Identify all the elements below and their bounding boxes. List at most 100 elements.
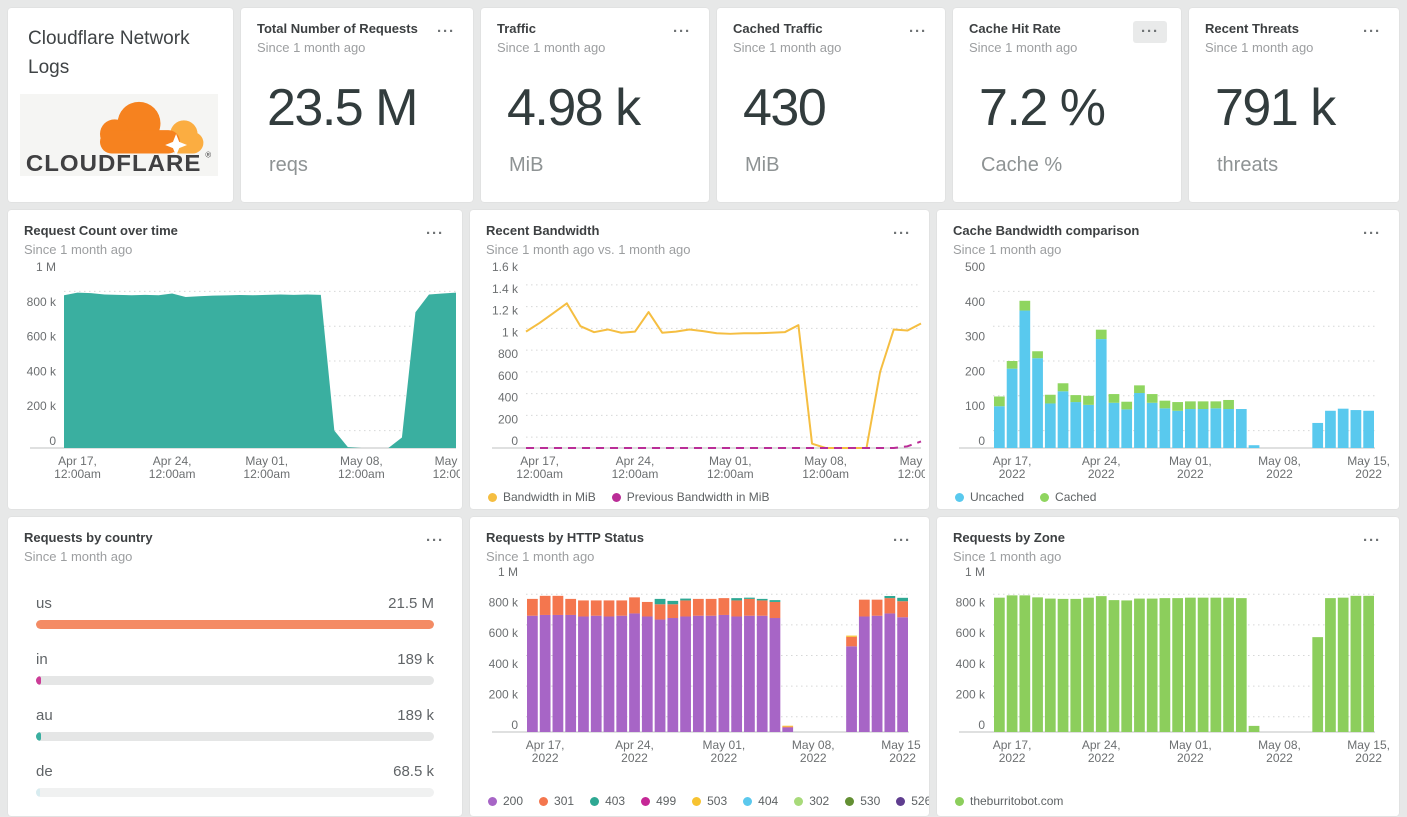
chart-legend: Bandwidth in MiB Previous Bandwidth in Mi… xyxy=(488,490,769,504)
legend-item[interactable]: 200 xyxy=(488,794,523,808)
panel-http-status: Requests by HTTP Status Since 1 month ag… xyxy=(470,517,929,816)
legend-item[interactable]: 404 xyxy=(743,794,778,808)
legend-dot-icon xyxy=(955,796,964,806)
legend-item[interactable]: Cached xyxy=(1040,490,1096,504)
chart-legend: Uncached Cached xyxy=(955,490,1096,504)
svg-text:May 15,2022: May 15, 2022 xyxy=(1347,454,1390,480)
panel-menu-icon[interactable]: ··· xyxy=(909,23,927,40)
stat-value: 430 xyxy=(743,79,827,137)
requests-by-zone-chart[interactable]: 1 M 800 k 600 k 400 k 200 k 0 Apr 17, 2022 Apr 2… xyxy=(947,565,1391,769)
legend-label: 301 xyxy=(554,794,575,808)
panel-menu-icon[interactable]: ··· xyxy=(1363,532,1381,549)
legend-item[interactable]: 530 xyxy=(845,794,880,808)
panel-cache-bandwidth: Cache Bandwidth comparison Since 1 month… xyxy=(937,210,1399,509)
svg-text:May 15,2022: May 15, 2022 xyxy=(881,738,921,765)
svg-text:May 08,2022: May 08, 2022 xyxy=(1258,454,1301,480)
panel-request-count: Request Count over time Since 1 month ag… xyxy=(8,210,462,509)
svg-text:May 08,2022: May 08, 2022 xyxy=(792,738,835,765)
cache-bandwidth-chart[interactable]: 500 400 300 200 100 0 Apr 17, 2022 Apr 24, 2022 Ma… xyxy=(947,260,1391,481)
legend-label: 530 xyxy=(860,794,881,808)
legend-item[interactable]: 526 xyxy=(896,794,929,808)
country-value: 68.5 k xyxy=(393,763,434,780)
svg-text:Apr 17,2022: Apr 17, 2022 xyxy=(993,738,1032,765)
country-label: us xyxy=(36,595,52,612)
country-bar-track xyxy=(36,620,434,629)
svg-text:Apr 24,2022: Apr 24, 2022 xyxy=(1082,454,1121,480)
country-row[interactable]: in 189 k xyxy=(36,651,434,685)
panel-total-requests: Total Number of Requests Since 1 month a… xyxy=(241,8,473,202)
svg-text:1 M: 1 M xyxy=(36,262,56,274)
svg-text:May 08,2022: May 08, 2022 xyxy=(1258,738,1301,765)
legend-label: 200 xyxy=(503,794,524,808)
legend-item[interactable]: theburritobot.com xyxy=(955,794,1063,808)
panel-menu-icon[interactable]: ··· xyxy=(893,532,911,549)
legend-item[interactable]: Uncached xyxy=(955,490,1024,504)
panel-menu-icon[interactable]: ··· xyxy=(426,225,444,242)
request-count-chart[interactable]: 1 M 800 k 600 k 400 k 200 k 0 Apr 17, 12:00am Ap… xyxy=(18,260,462,481)
country-row[interactable]: de 68.5 k xyxy=(36,763,434,797)
panel-title: Request Count over time xyxy=(24,223,178,238)
panel-title: Requests by HTTP Status xyxy=(486,530,644,545)
stat-unit: threats xyxy=(1217,154,1279,176)
panel-menu-icon[interactable]: ··· xyxy=(1133,21,1167,43)
svg-text:May 01,2022: May 01, 2022 xyxy=(703,738,746,765)
legend-item[interactable]: 302 xyxy=(794,794,829,808)
legend-item[interactable]: 503 xyxy=(692,794,727,808)
legend-label: Uncached xyxy=(970,490,1025,504)
svg-text:Apr 17,2022: Apr 17, 2022 xyxy=(526,738,565,765)
http-status-chart[interactable]: 1 M 800 k 600 k 400 k 200 k 0 Apr 17, 2022 Apr 2… xyxy=(480,565,924,769)
svg-text:1 k: 1 k xyxy=(502,325,519,339)
logo-reg-mark: ® xyxy=(205,150,211,159)
panel-menu-icon[interactable]: ··· xyxy=(673,23,691,40)
panel-menu-icon[interactable]: ··· xyxy=(1363,225,1381,242)
svg-text:500: 500 xyxy=(965,262,985,274)
stat-value: 4.98 k xyxy=(507,79,641,137)
legend-item[interactable]: 499 xyxy=(641,794,676,808)
legend-item[interactable]: Bandwidth in MiB xyxy=(488,490,596,504)
svg-text:800: 800 xyxy=(498,347,518,361)
panel-requests-by-country: Requests by country Since 1 month ago ··… xyxy=(8,517,462,816)
panel-branding: Cloudflare Network Logs CLOUDFLARE ® xyxy=(8,8,233,202)
svg-text:300: 300 xyxy=(965,330,985,344)
svg-text:400 k: 400 k xyxy=(489,657,519,671)
svg-text:600 k: 600 k xyxy=(956,626,986,640)
legend-item[interactable]: Previous Bandwidth in MiB xyxy=(611,490,769,504)
legend-item[interactable]: 403 xyxy=(590,794,625,808)
svg-text:200 k: 200 k xyxy=(956,687,986,701)
recent-bandwidth-chart[interactable]: 1.6 k 1.4 k 1.2 k 1 k 800 600 400 200 0 Apr 17, 12… xyxy=(480,260,929,481)
country-bar-fill xyxy=(36,676,41,685)
country-row[interactable]: us 21.5 M xyxy=(36,595,434,629)
legend-label: 503 xyxy=(707,794,728,808)
sparkle-icon xyxy=(164,134,187,156)
country-bar-fill xyxy=(36,732,41,741)
country-bar-list: us 21.5 M in 189 k au 189 k de 68.5 k xyxy=(36,595,434,816)
country-value: 189 k xyxy=(397,651,434,668)
svg-text:Apr 17,12:00am: Apr 17, 12:00am xyxy=(54,454,101,480)
panel-title: Traffic xyxy=(497,21,537,36)
panel-menu-icon[interactable]: ··· xyxy=(1363,23,1381,40)
svg-text:Apr 24,2022: Apr 24, 2022 xyxy=(1082,738,1121,765)
legend-dot-icon xyxy=(692,796,702,806)
panel-subtitle: Since 1 month ago xyxy=(257,40,366,56)
legend-item[interactable]: 301 xyxy=(539,794,574,808)
panel-recent-bandwidth: Recent Bandwidth Since 1 month ago vs. 1… xyxy=(470,210,929,509)
country-label: de xyxy=(36,763,53,780)
panel-menu-icon[interactable]: ··· xyxy=(893,225,911,242)
panel-subtitle: Since 1 month ago vs. 1 month ago xyxy=(486,242,691,258)
panel-menu-icon[interactable]: ··· xyxy=(437,23,455,40)
stat-unit: reqs xyxy=(269,154,308,176)
svg-text:Apr 24,12:00am: Apr 24, 12:00am xyxy=(149,454,196,480)
panel-menu-icon[interactable]: ··· xyxy=(426,532,444,549)
legend-label: theburritobot.com xyxy=(970,794,1064,808)
svg-text:100: 100 xyxy=(965,399,985,413)
country-row[interactable]: au 189 k xyxy=(36,707,434,741)
panel-subtitle: Since 1 month ago xyxy=(486,549,595,565)
legend-dot-icon xyxy=(539,796,549,806)
svg-text:0: 0 xyxy=(978,718,985,732)
stat-unit: MiB xyxy=(509,154,544,176)
legend-dot-icon xyxy=(955,492,964,502)
panel-title: Total Number of Requests xyxy=(257,21,418,36)
panel-requests-by-zone: Requests by Zone Since 1 month ago ··· 1… xyxy=(937,517,1399,816)
legend-label: 526 xyxy=(911,794,929,808)
panel-recent-threats: Recent Threats Since 1 month ago ··· 791… xyxy=(1189,8,1399,202)
